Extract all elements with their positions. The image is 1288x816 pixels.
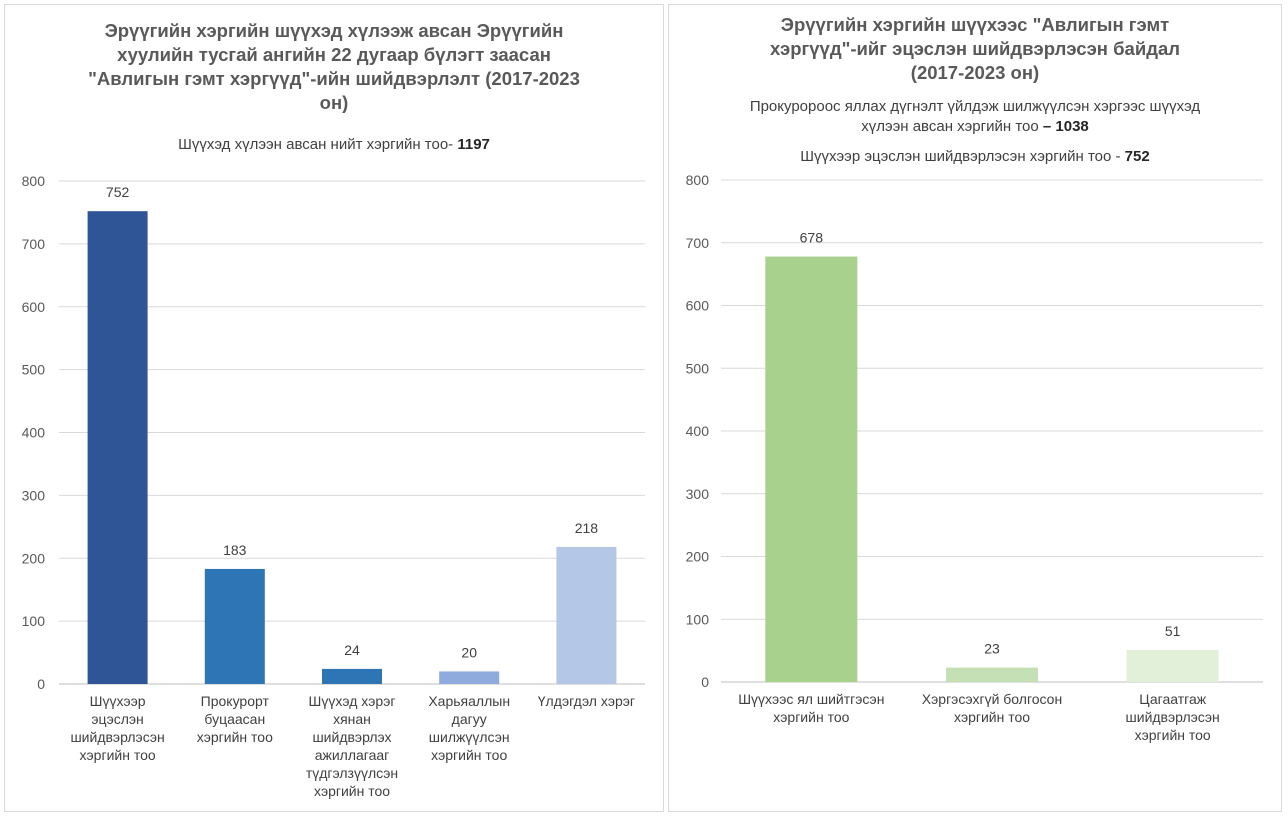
bar	[556, 546, 617, 684]
chart-subtitle: Шүүхэд хүлээн авсан нийт хэргийн тоо- 11…	[5, 135, 663, 155]
chart-title: Эрүүгийн хэргийн шүүхээс "Авлигын гэмт х…	[770, 14, 1180, 83]
y-tick-label: 400	[22, 425, 46, 441]
y-tick-label: 800	[22, 173, 46, 189]
data-label: 23	[984, 641, 1000, 657]
data-label: 20	[461, 644, 477, 660]
data-label: 51	[1165, 623, 1181, 639]
y-tick-label: 300	[686, 486, 710, 502]
subtitle-value: 1197	[457, 136, 490, 153]
y-tick-label: 600	[686, 298, 710, 314]
bar	[946, 667, 1038, 682]
y-tick-label: 500	[22, 362, 46, 378]
y-tick-label: 0	[701, 674, 709, 690]
x-category-label: Үлдэгдэл хэрэг	[538, 693, 635, 709]
y-tick-label: 700	[22, 236, 46, 252]
x-category-label: Шүүхээр эцэслэн шийдвэрлэсэн хэргийн тоо	[70, 693, 164, 763]
x-category-label: Шүүхээс ял шийтгэсэн хэргийн тоо	[738, 691, 884, 725]
bar	[765, 256, 858, 682]
chart-panel-final-decisions: Эрүүгийн хэргийн шүүхээс "Авлигын гэмт х…	[668, 4, 1282, 812]
data-label: 678	[800, 230, 824, 246]
bar	[87, 211, 148, 684]
bar	[439, 671, 500, 684]
y-tick-label: 0	[37, 676, 45, 692]
x-category-label: Хэргэсэхгүй болгосон хэргийн тоо	[922, 691, 1062, 725]
y-tick-label: 600	[22, 299, 46, 315]
y-tick-label: 100	[686, 611, 710, 627]
y-tick-label: 200	[22, 550, 46, 566]
chart-title: Эрүүгийн хэргийн шүүхэд хүлээж авсан Эрү…	[88, 20, 580, 113]
data-label: 752	[106, 184, 130, 200]
y-tick-label: 100	[22, 613, 46, 629]
x-category-label: Цагаатгаж шийдвэрлэсэн хэргийн тоо	[1126, 691, 1220, 743]
chart-plot-area: 0 100 200 300 400 500 600 700 800 678 Шүүхээс ял ш…	[686, 172, 1263, 743]
data-label: 183	[223, 542, 247, 558]
chart-subtitle-line-2: Шүүхээр эцэслэн шийдвэрлэсэн хэргийн тоо…	[669, 147, 1281, 167]
subtitle-text: Шүүхэд хүлээн авсан нийт хэргийн тоо-	[178, 136, 458, 153]
subtitle-text: Шүүхээр эцэслэн шийдвэрлэсэн хэргийн тоо…	[800, 148, 1125, 165]
data-label: 24	[344, 642, 360, 658]
bar	[204, 568, 265, 684]
subtitle-text: Прокуророос яллах дүгнэлт үйлдэж шилжүүл…	[749, 98, 1201, 135]
chart-plot-area: 0 100 200 300 400 500 600 700 800 752 Шүүхээр эцэсл…	[22, 173, 645, 799]
x-category-label: Харьяаллын дагуу шилжүүлсэн хэргийн тоо	[428, 693, 510, 763]
bar	[1126, 649, 1219, 682]
subtitle-value: – 1038	[1042, 118, 1089, 135]
subtitle-value: 752	[1124, 148, 1150, 165]
y-tick-label: 400	[686, 423, 710, 439]
x-category-label: Прокурорт буцаасан хэргийн тоо	[197, 693, 273, 745]
y-tick-label: 300	[22, 487, 46, 503]
chart-panel-court-decisions: Эрүүгийн хэргийн шүүхэд хүлээж авсан Эрү…	[4, 4, 664, 812]
x-category-label: Шүүхэд хэрэг хянан шийдвэрлэх ажиллагааг түд…	[306, 693, 398, 799]
y-tick-label: 200	[686, 549, 710, 565]
chart-subtitle-line-1: Прокуророос яллах дүгнэлт үйлдэж шилжүүл…	[669, 97, 1281, 137]
bar	[322, 668, 382, 684]
data-label: 218	[575, 520, 599, 536]
y-tick-label: 500	[686, 360, 710, 376]
y-tick-label: 800	[686, 172, 710, 188]
y-tick-label: 700	[686, 235, 710, 251]
